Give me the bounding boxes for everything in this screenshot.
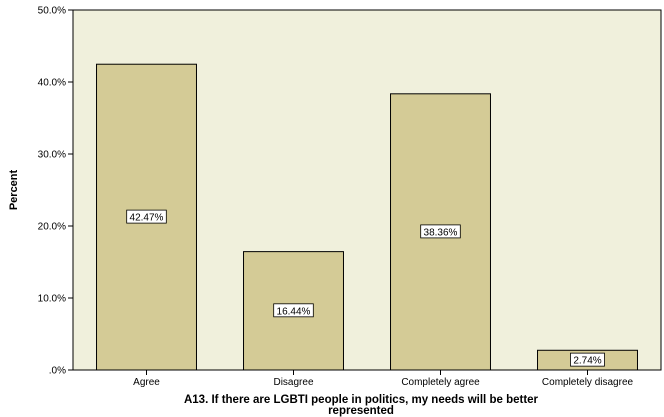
y-axis: .0% 10.0% 20.0% 30.0% 40.0% 50.0% [38, 6, 73, 377]
y-tick-label: .0% [49, 366, 66, 377]
x-axis-label-line-2: represented [328, 405, 394, 417]
data-label-box [420, 224, 461, 239]
x-axis: Agree Disagree Completely agree Completely … [133, 370, 634, 388]
data-label: 16.44% [277, 306, 311, 317]
data-label: 42.47% [130, 213, 164, 224]
data-label: 2.74% [573, 356, 601, 367]
y-axis-label: Percent [8, 169, 20, 210]
y-tick-label: 40.0% [38, 78, 66, 89]
bars-group: 42.47% 16.44% 38.36% 2.74% [96, 63, 638, 371]
y-tick-label: 10.0% [38, 294, 66, 305]
x-tick-label: Completely disagree [542, 377, 634, 388]
x-tick-label: Disagree [273, 377, 313, 388]
data-label-box [273, 303, 314, 318]
data-label: 38.36% [424, 227, 458, 238]
x-tick-label: Completely agree [401, 377, 480, 388]
y-tick-label: 20.0% [38, 222, 66, 233]
x-tick-label: Agree [133, 377, 160, 388]
data-label-box [570, 352, 605, 367]
x-axis-label-line-1: A13. If there are LGBTI people in politi… [184, 394, 539, 406]
y-tick-label: 30.0% [38, 150, 66, 161]
y-tick-label: 50.0% [38, 6, 66, 17]
data-label-box [126, 209, 167, 224]
